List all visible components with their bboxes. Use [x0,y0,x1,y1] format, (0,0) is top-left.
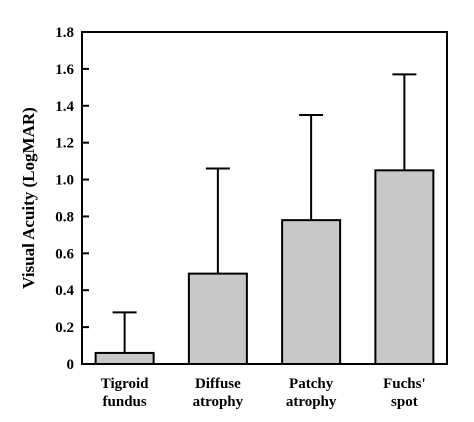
x-category-label: Tigroid fundus [101,376,149,410]
x-axis: Tigroid fundus Diffuse atrophy Patchy atrophy… [101,376,426,410]
y-tick-label: 1.6 [55,62,74,78]
y-tick-label: 0 [67,357,75,373]
y-tick-label: 0.8 [55,209,74,225]
bars-group [94,169,435,365]
y-axis: 0 0.2 0.4 0.6 0.8 1.0 1.2 1.4 1.6 1.8 [55,25,89,373]
y-tick-label: 0.6 [55,246,74,262]
bar [281,219,342,365]
y-tick-label: 1.4 [55,99,74,115]
y-tick-label: 1.2 [55,136,74,152]
y-tick-label: 0.2 [55,320,74,336]
error-bars-group [112,73,417,353]
bar [374,169,435,365]
y-tick-label: 1.0 [55,173,74,189]
x-category-label: Diffuse atrophy [193,376,244,410]
bar [187,272,248,365]
y-axis-title: Visual Acuity (LogMAR) [19,107,38,289]
plot-frame [81,31,448,365]
bar [94,351,155,365]
x-category-label: Fuchs' spot [383,376,426,410]
y-tick-label: 1.8 [55,25,74,41]
y-tick-label: 0.4 [55,283,74,299]
x-category-label: Patchy atrophy [286,376,337,410]
